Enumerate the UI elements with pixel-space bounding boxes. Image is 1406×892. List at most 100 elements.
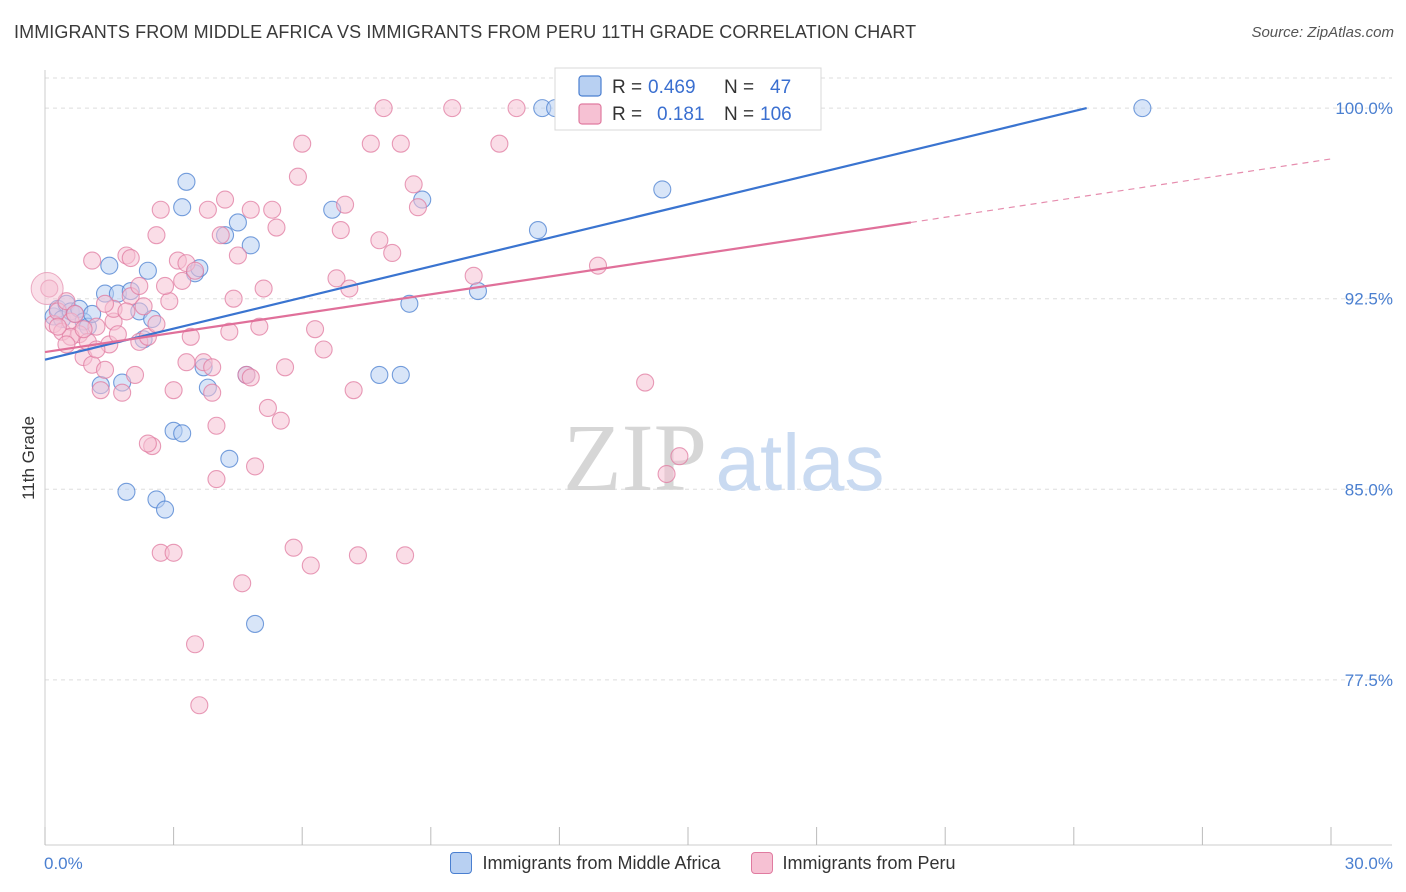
point-peru — [125, 365, 145, 384]
point-peru — [207, 470, 226, 489]
source-credit: Source: ZipAtlas.com — [1251, 24, 1394, 41]
point-middle-africa — [370, 365, 389, 384]
legend-r-value-2: 0.181 — [657, 104, 705, 125]
trendline-peru-extension — [910, 158, 1332, 224]
point-peru — [241, 368, 260, 387]
point-peru — [284, 538, 303, 557]
point-middle-africa — [138, 261, 157, 280]
point-peru — [331, 221, 350, 240]
point-peru — [344, 381, 363, 400]
trendline-peru — [44, 221, 912, 354]
point-peru — [306, 320, 325, 339]
point-peru — [245, 457, 265, 476]
point-middle-africa — [117, 482, 136, 501]
point-peru — [211, 226, 230, 245]
y-tick-label: 85.0% — [1345, 480, 1393, 499]
point-peru — [288, 167, 307, 186]
legend-n-label-2: N = — [724, 104, 754, 125]
point-peru — [173, 271, 192, 290]
point-peru — [203, 383, 222, 402]
legend-n-label-1: N = — [724, 77, 754, 98]
point-peru — [250, 317, 269, 336]
point-peru — [155, 276, 175, 296]
trend-layer — [44, 107, 1332, 361]
point-peru — [48, 317, 67, 336]
point-peru — [293, 134, 312, 153]
point-peru — [57, 292, 76, 311]
point-middle-africa — [528, 221, 548, 240]
legend-label-middle-africa: Immigrants from Middle Africa — [482, 852, 721, 873]
point-peru — [276, 358, 295, 377]
y-axis-label: 11th Grade — [19, 416, 38, 500]
point-peru — [263, 200, 282, 219]
point-peru — [203, 358, 222, 377]
x-tick-label: 0.0% — [44, 854, 83, 873]
point-peru — [215, 190, 235, 209]
legend-swatch-blue — [450, 852, 473, 874]
point-middle-africa — [653, 180, 672, 199]
point-peru — [464, 266, 483, 285]
point-peru — [404, 175, 423, 194]
point-peru — [185, 635, 205, 654]
legend-blue-swatch — [578, 75, 602, 97]
point-peru — [113, 383, 132, 402]
point-peru — [83, 251, 102, 270]
point-peru — [336, 195, 355, 214]
stats-legend: R = 0.469 N = 47 R = 0.181 N = 106 — [554, 67, 822, 131]
chart-title: IMMIGRANTS FROM MIDDLE AFRICA VS IMMIGRA… — [14, 22, 917, 42]
watermark-atlas: atlas — [716, 418, 885, 507]
point-peru — [224, 289, 243, 308]
point-peru — [327, 269, 346, 288]
legend-item-peru: Immigrants from Peru — [750, 852, 956, 874]
point-peru — [233, 574, 252, 593]
point-peru — [121, 248, 140, 268]
point-peru — [220, 322, 239, 341]
point-peru — [190, 696, 209, 715]
point-peru — [348, 546, 367, 565]
point-peru — [30, 272, 64, 306]
point-peru — [147, 226, 166, 245]
trendline-middle-africa — [44, 107, 1087, 361]
point-peru — [361, 134, 380, 153]
point-peru — [254, 279, 273, 298]
point-peru — [164, 381, 183, 400]
point-middle-africa — [245, 614, 265, 633]
point-middle-africa — [228, 213, 247, 232]
point-peru — [314, 340, 333, 359]
point-peru — [91, 381, 110, 400]
point-peru — [151, 200, 170, 219]
point-peru — [396, 546, 415, 565]
point-peru — [198, 200, 217, 219]
point-peru — [391, 134, 410, 153]
point-middle-africa — [100, 256, 119, 275]
point-peru — [207, 416, 226, 435]
point-middle-africa — [155, 500, 175, 519]
point-peru — [490, 134, 509, 153]
y-tick-label: 92.5% — [1345, 290, 1393, 309]
legend-r-value-1: 0.469 — [648, 77, 696, 98]
point-peru — [95, 360, 115, 379]
point-peru — [374, 99, 393, 118]
point-peru — [301, 556, 320, 575]
point-peru — [383, 243, 402, 263]
legend-r-label-2: R = — [612, 104, 642, 125]
point-peru — [636, 373, 655, 392]
point-peru — [271, 411, 290, 430]
watermark: ZIP atlas — [563, 404, 884, 511]
point-middle-africa — [177, 172, 196, 191]
point-middle-africa — [220, 449, 239, 468]
point-middle-africa — [468, 282, 488, 301]
point-peru — [228, 246, 247, 265]
point-peru — [117, 302, 136, 321]
point-peru — [147, 315, 166, 334]
point-peru — [160, 292, 179, 311]
point-peru — [267, 218, 286, 237]
point-peru — [588, 256, 608, 275]
point-middle-africa — [173, 198, 192, 217]
point-middle-africa — [173, 424, 192, 443]
point-middle-africa — [241, 236, 260, 255]
point-peru — [185, 261, 205, 280]
point-peru — [65, 304, 85, 323]
point-peru — [134, 297, 153, 316]
point-peru — [258, 398, 277, 418]
